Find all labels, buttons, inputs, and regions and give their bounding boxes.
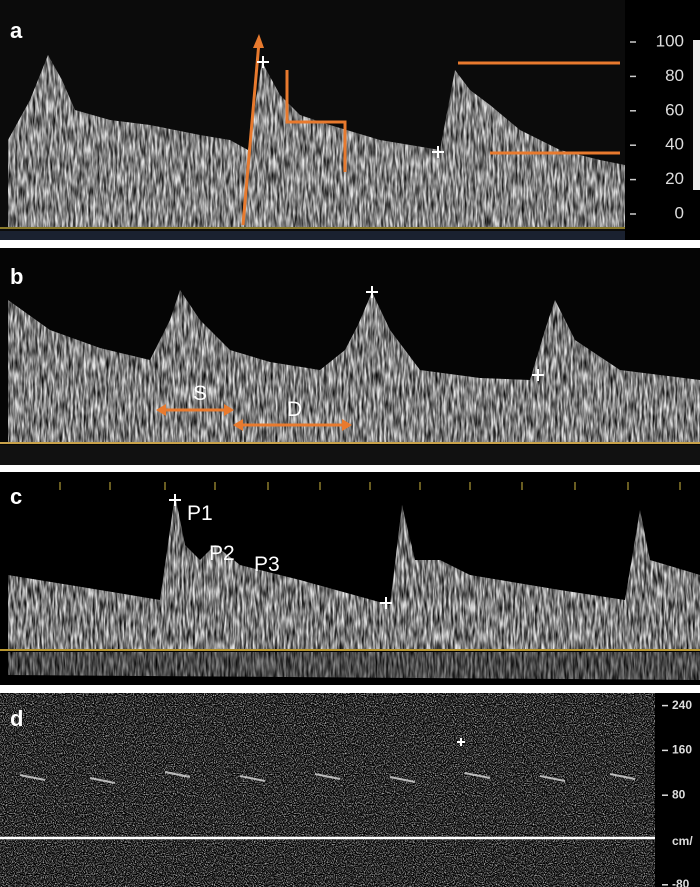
tick-label: 160 <box>672 743 692 757</box>
tick-label: 0 <box>675 203 684 222</box>
panel-b: b S D <box>0 248 700 465</box>
arrow-head <box>253 34 264 48</box>
spectrum <box>0 693 655 887</box>
scale-bar <box>693 40 700 190</box>
waveform <box>8 55 625 228</box>
panel-label: a <box>10 18 23 43</box>
streaks <box>19 771 636 784</box>
cursor <box>457 738 465 746</box>
panel-label: d <box>10 706 23 731</box>
annotation: P1 <box>187 502 213 525</box>
panel-d: d 240 160 80 -80 cm/ <box>0 693 700 887</box>
panel-c: c P1 P2 P3 <box>0 472 700 685</box>
strip <box>0 445 700 465</box>
strip <box>0 231 625 240</box>
caliper <box>169 494 392 609</box>
scale: 100 80 60 40 20 0 <box>630 31 684 222</box>
panel-a: a 100 80 60 40 20 0 <box>0 0 700 240</box>
caliper <box>366 286 544 381</box>
scale: 240 160 80 -80 <box>662 698 692 887</box>
tick-label: 240 <box>672 698 692 712</box>
annotation: P3 <box>254 553 280 576</box>
orange-arrow <box>241 41 261 226</box>
panel-label: c <box>10 484 22 509</box>
annotation: P2 <box>209 542 235 565</box>
annotation: D <box>287 398 302 421</box>
reverse-flow <box>8 652 700 680</box>
waveform <box>8 290 700 443</box>
waveform <box>8 495 700 650</box>
tick-label: 60 <box>665 100 684 119</box>
orange-step <box>285 70 347 172</box>
orange-arrow <box>162 408 346 427</box>
time-ticks <box>59 482 681 490</box>
caliper <box>257 56 444 158</box>
tick-label: 100 <box>656 31 684 50</box>
tick-label: 80 <box>672 787 686 801</box>
tick-label: 20 <box>665 169 684 188</box>
annotation: S <box>193 382 207 405</box>
tick-label: -80 <box>672 877 690 887</box>
unit-label: cm/ <box>672 834 693 848</box>
tick-label: 80 <box>665 66 684 85</box>
panel-label: b <box>10 264 23 289</box>
tick-label: 40 <box>665 135 684 154</box>
